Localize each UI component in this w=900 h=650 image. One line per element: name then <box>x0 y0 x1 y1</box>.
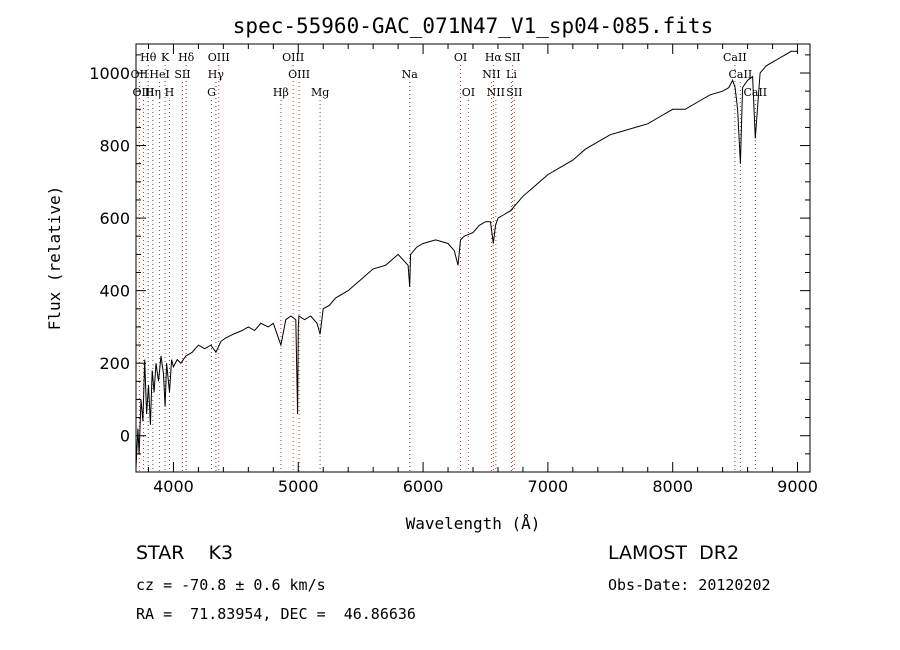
line-marker-label: NII <box>482 68 500 81</box>
line-marker-label: Mg <box>311 86 329 99</box>
x-tick-label: 7000 <box>528 477 569 496</box>
axis-ticks: 4000 5000 6000 7000 8000 9000 0 200 400 600 800 100… <box>89 44 818 496</box>
x-tick-label: 5000 <box>278 477 319 496</box>
y-tick-label: 800 <box>99 137 130 156</box>
x-axis-label: Wavelength (Å) <box>406 514 541 533</box>
line-marker-label: OIII <box>282 51 304 64</box>
observation-date: Obs-Date: 20120202 <box>608 576 771 594</box>
line-marker-label: HeI <box>149 68 169 81</box>
y-tick-label: 200 <box>99 354 130 373</box>
line-marker-label: SII <box>506 86 522 99</box>
x-tick-label: 8000 <box>652 477 693 496</box>
x-tick-label: 6000 <box>403 477 444 496</box>
spectrum-chart: spec-55960-GAC_071N47_V1_sp04-085.fits H… <box>45 14 818 533</box>
line-marker-label: CaII <box>729 68 753 81</box>
chart-title: spec-55960-GAC_071N47_V1_sp04-085.fits <box>233 14 713 38</box>
line-marker-label: G <box>207 86 216 99</box>
line-marker-label: Na <box>402 68 419 81</box>
line-marker-label: Hβ <box>273 86 289 99</box>
x-tick-label: 9000 <box>777 477 818 496</box>
spectrum-line <box>135 50 798 469</box>
line-marker-label: Hη <box>145 86 161 99</box>
redshift-velocity: cz = -70.8 ± 0.6 km/s <box>136 576 326 594</box>
line-marker-label: OIII <box>132 86 154 99</box>
line-marker-label: OII <box>131 68 149 81</box>
line-marker-label: Hθ <box>140 51 157 64</box>
line-marker-label: H <box>165 86 175 99</box>
line-marker-label: K <box>161 51 170 64</box>
line-marker-label: Hδ <box>178 51 195 64</box>
line-marker-label: CaII <box>743 86 767 99</box>
line-marker-label: Hα <box>485 51 503 64</box>
y-tick-label: 600 <box>99 209 130 228</box>
plot-frame <box>135 43 811 473</box>
line-marker-label: SII <box>174 68 190 81</box>
line-marker-label: Li <box>506 68 517 81</box>
line-marker-label: OI <box>462 86 475 99</box>
line-marker-label: Hγ <box>208 68 225 81</box>
line-marker-label: OIII <box>208 51 230 64</box>
y-axis-label: Flux (relative) <box>45 186 64 331</box>
spectral-class: STAR K3 <box>136 542 234 564</box>
coordinates: RA = 71.83954, DEC = 46.86636 <box>136 605 416 623</box>
line-marker-label: NII <box>487 86 505 99</box>
survey-name: LAMOST DR2 <box>608 542 740 564</box>
line-marker-label: OIII <box>288 68 310 81</box>
line-marker-label: CaII <box>723 51 747 64</box>
y-tick-label: 400 <box>99 282 130 301</box>
line-marker-label: OI <box>454 51 467 64</box>
y-tick-label: 0 <box>120 427 130 446</box>
x-tick-label: 4000 <box>153 477 194 496</box>
y-tick-label: 1000 <box>89 64 130 83</box>
line-marker-label: SII <box>504 51 520 64</box>
